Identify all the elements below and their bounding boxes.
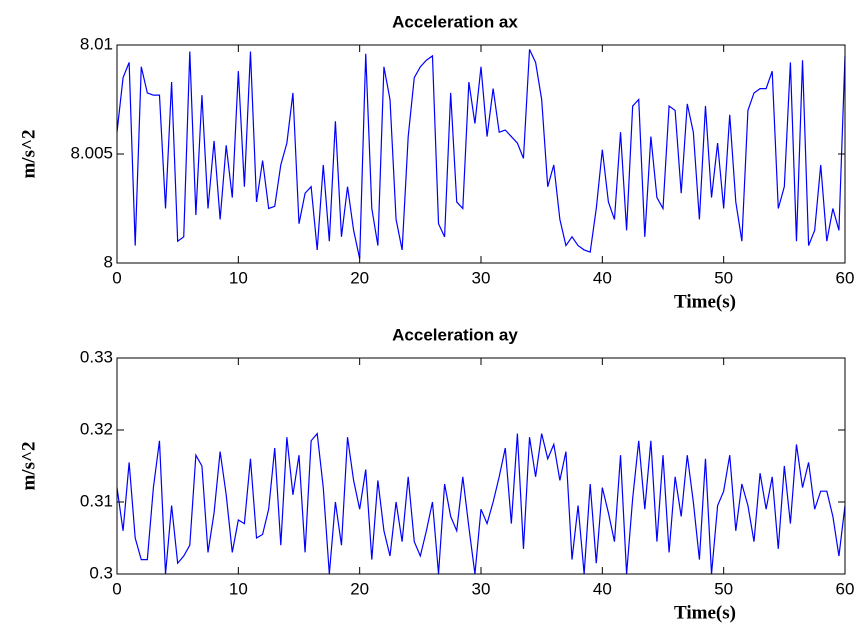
x-tick-label: 60 <box>836 268 855 287</box>
x-tick-label: 40 <box>593 268 612 287</box>
x-axis-label: Time(s) <box>674 602 736 623</box>
y-tick-label: 0.33 <box>80 347 113 366</box>
data-line <box>116 432 846 575</box>
y-tick-label: 0.31 <box>80 491 113 510</box>
y-axis-label: m/s^2 <box>18 129 39 178</box>
chart-title: Acceleration ax <box>392 12 518 31</box>
x-tick-label: 20 <box>350 268 369 287</box>
x-tick-label: 0 <box>112 579 121 598</box>
x-tick-label: 0 <box>112 268 121 287</box>
y-tick-label: 0.32 <box>80 419 113 438</box>
x-tick-label: 50 <box>714 579 733 598</box>
chart-title: Acceleration ay <box>392 325 518 344</box>
y-tick-label: 8.01 <box>80 34 113 53</box>
x-tick-label: 50 <box>714 268 733 287</box>
plot-area <box>117 358 845 574</box>
x-tick-label: 30 <box>472 268 491 287</box>
y-tick-label: 8.005 <box>70 143 113 162</box>
plot-area <box>117 45 845 263</box>
x-tick-label: 10 <box>229 268 248 287</box>
x-tick-label: 30 <box>472 579 491 598</box>
x-tick-label: 40 <box>593 579 612 598</box>
y-tick-label: 0.3 <box>89 563 113 582</box>
data-line <box>116 49 846 259</box>
x-tick-label: 10 <box>229 579 248 598</box>
x-tick-label: 20 <box>350 579 369 598</box>
y-tick-label: 8 <box>104 252 113 271</box>
y-axis-label: m/s^2 <box>18 441 39 490</box>
x-tick-label: 60 <box>836 579 855 598</box>
x-axis-label: Time(s) <box>674 291 736 312</box>
